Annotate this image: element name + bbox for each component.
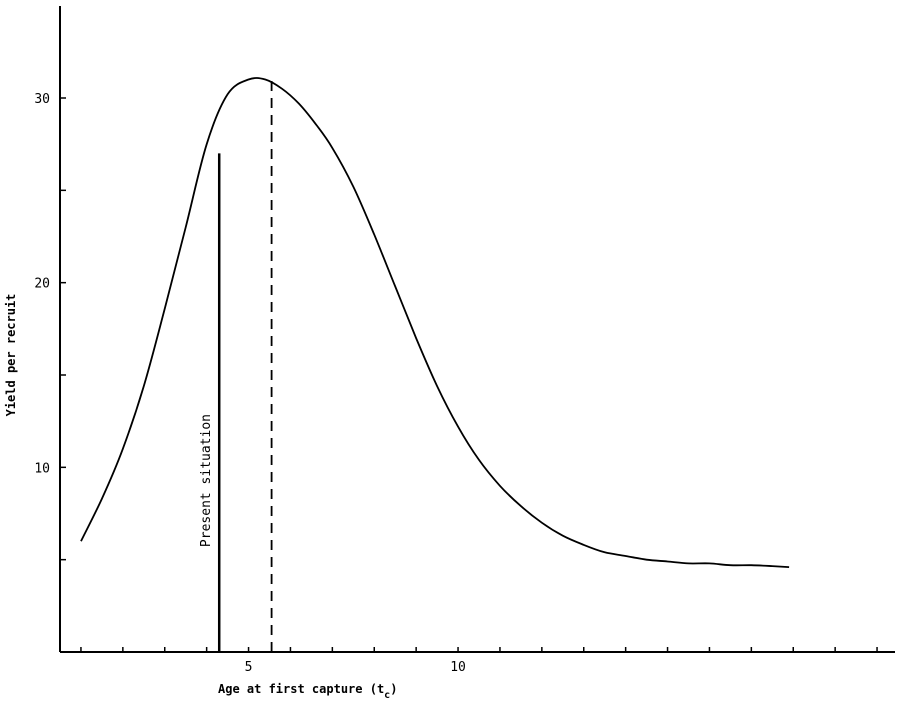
x-axis-title-main: Age at first capture (t bbox=[218, 682, 384, 696]
y-tick-label: 30 bbox=[34, 92, 50, 107]
x-tick-label: 5 bbox=[245, 660, 253, 675]
present-situation-label: Present situation bbox=[199, 414, 214, 547]
annotations: Present situation bbox=[199, 79, 273, 652]
tick-labels: 5 10 10 20 30 bbox=[34, 92, 466, 675]
x-axis-title-subscript: c bbox=[384, 690, 390, 701]
x-axis-title: Age at first capture (tc) bbox=[218, 682, 397, 701]
x-axis-title-suffix: ) bbox=[390, 682, 397, 696]
y-tick-label: 20 bbox=[34, 277, 50, 292]
tick-marks bbox=[60, 97, 878, 652]
yield-curve bbox=[80, 77, 790, 568]
y-tick-label: 10 bbox=[34, 461, 50, 476]
x-tick-label: 10 bbox=[450, 660, 466, 675]
axes bbox=[59, 6, 895, 653]
y-axis-title: Yield per recruit bbox=[4, 294, 18, 417]
